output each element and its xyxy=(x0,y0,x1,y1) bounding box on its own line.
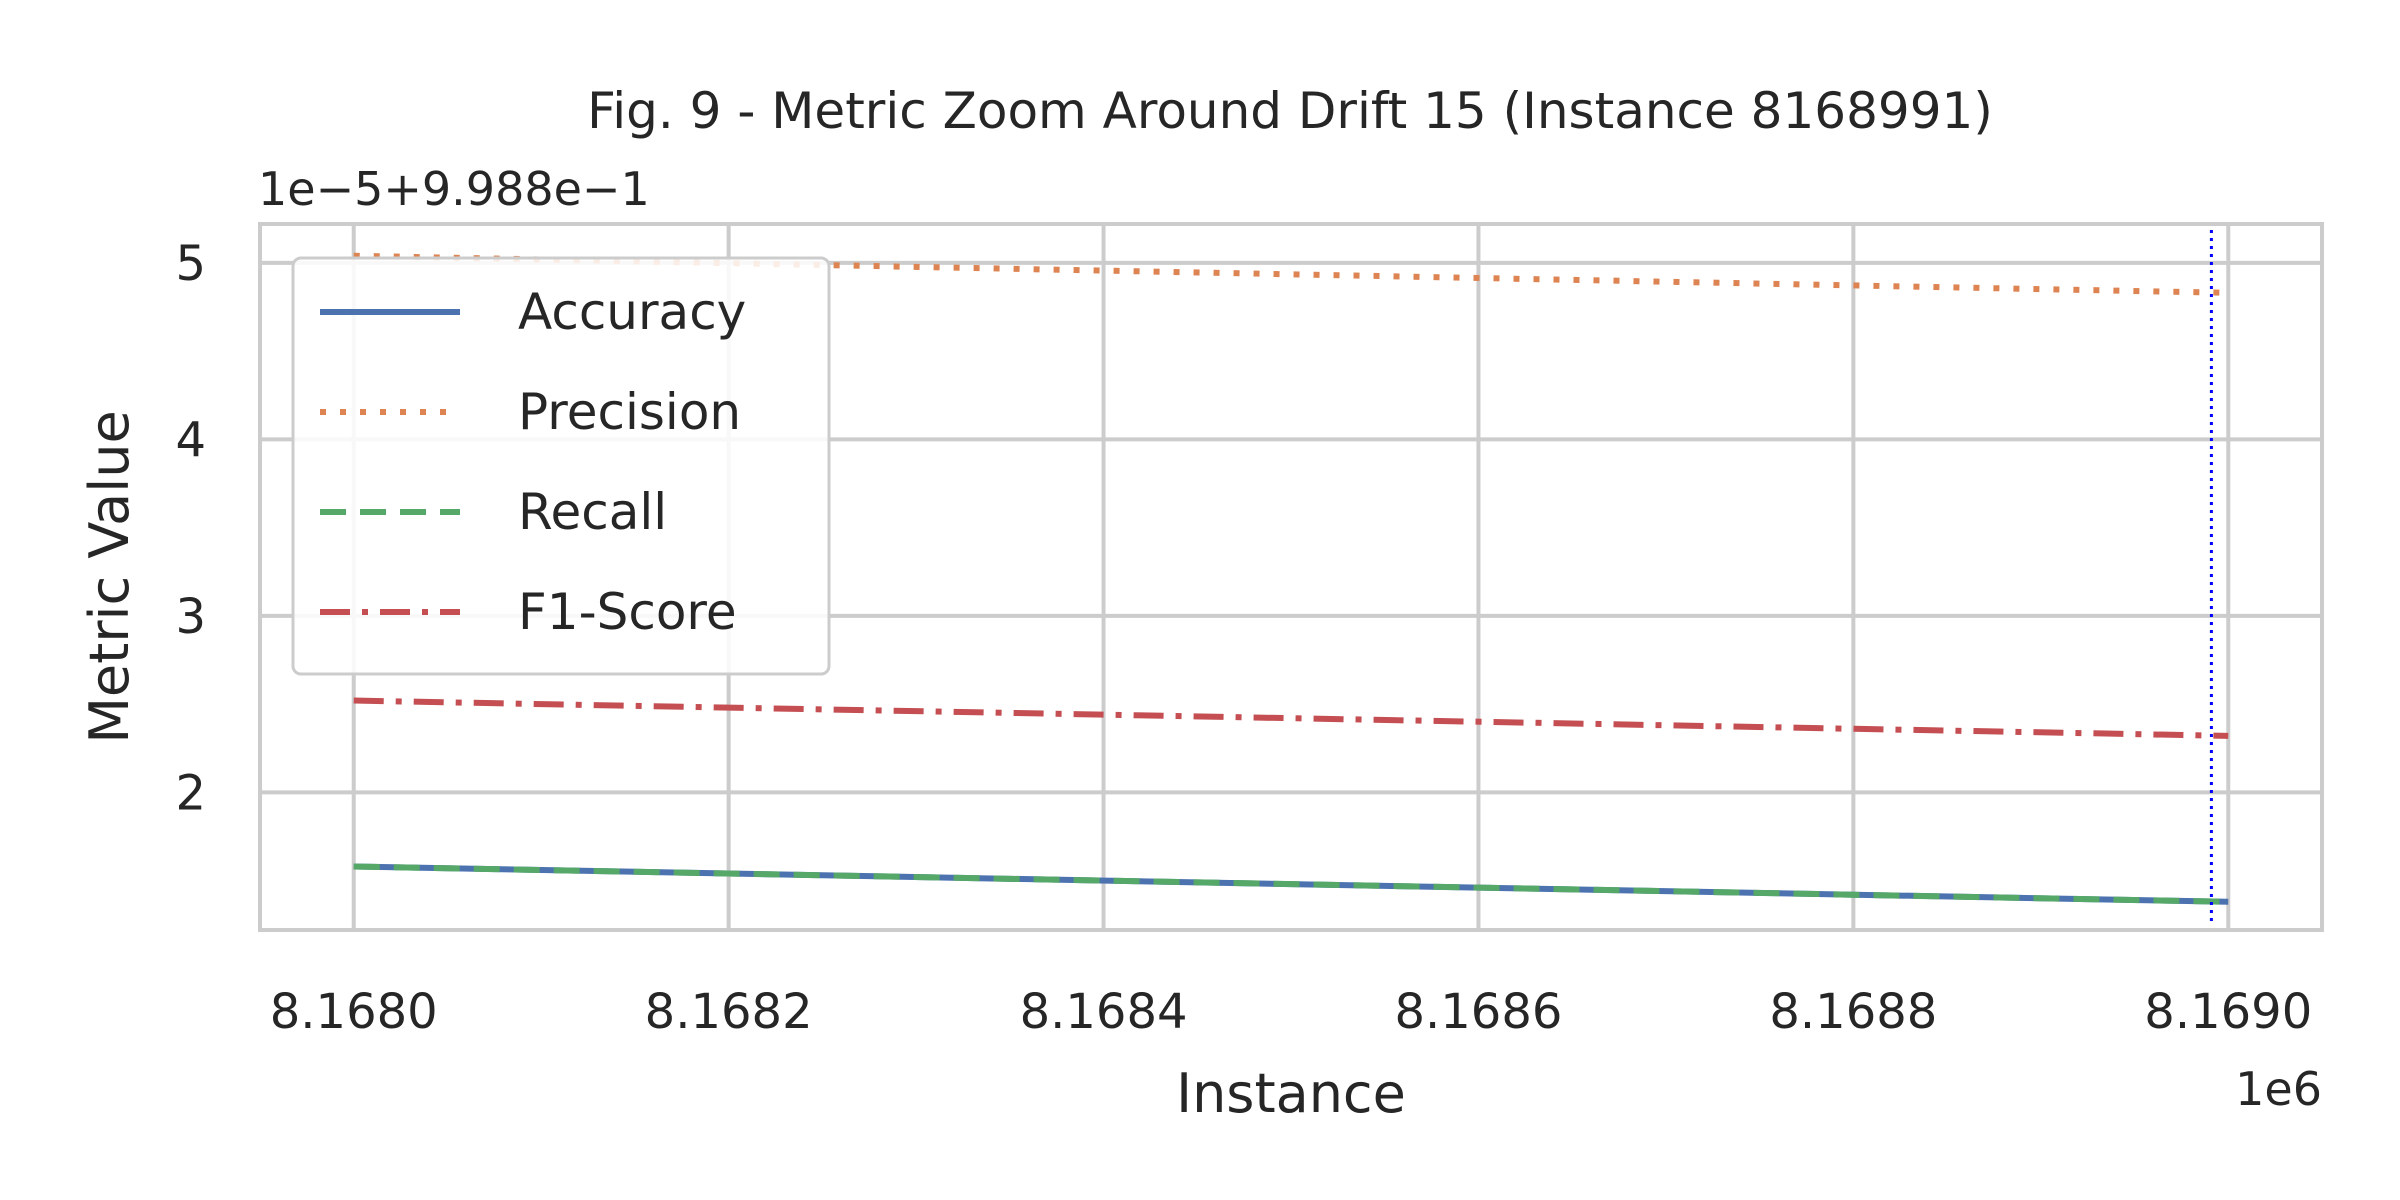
legend-label: F1-Score xyxy=(518,583,737,641)
legend-box xyxy=(291,256,831,676)
legend-label: Recall xyxy=(518,483,667,541)
series-line-recall xyxy=(353,863,2229,905)
x-tick-label: 8.1680 xyxy=(270,984,438,1040)
x-tick-label: 8.1684 xyxy=(1020,984,1188,1040)
legend: Accuracy Precision Recall F1-Score xyxy=(291,256,831,676)
series-layer xyxy=(353,252,2229,905)
x-offset-label: 1e6 xyxy=(2235,1062,2322,1116)
series-line-f1-score xyxy=(353,697,2229,739)
series-line-precision xyxy=(353,252,2229,296)
y-tick-labels: 2 3 4 5 xyxy=(175,236,206,822)
y-offset-label: 1e−5+9.988e−1 xyxy=(258,162,650,216)
chart-title: Fig. 9 - Metric Zoom Around Drift 15 (In… xyxy=(587,82,1993,140)
y-axis-label: Metric Value xyxy=(78,410,141,743)
grid xyxy=(260,224,2322,930)
x-tick-label: 8.1688 xyxy=(1769,984,1937,1040)
y-tick-label: 3 xyxy=(175,589,206,645)
x-tick-label: 8.1690 xyxy=(2144,984,2312,1040)
x-tick-labels: 8.1680 8.1682 8.1684 8.1686 8.1688 8.1690 xyxy=(270,984,2312,1040)
x-tick-label: 8.1686 xyxy=(1394,984,1562,1040)
x-tick-label: 8.1682 xyxy=(645,984,813,1040)
y-tick-label: 4 xyxy=(175,412,206,468)
legend-label: Precision xyxy=(518,383,741,441)
x-axis-label: Instance xyxy=(1176,1062,1406,1125)
y-tick-label: 5 xyxy=(175,236,206,292)
plot-frame xyxy=(258,222,2324,932)
legend-label: Accuracy xyxy=(518,283,746,341)
y-tick-label: 2 xyxy=(175,765,206,821)
